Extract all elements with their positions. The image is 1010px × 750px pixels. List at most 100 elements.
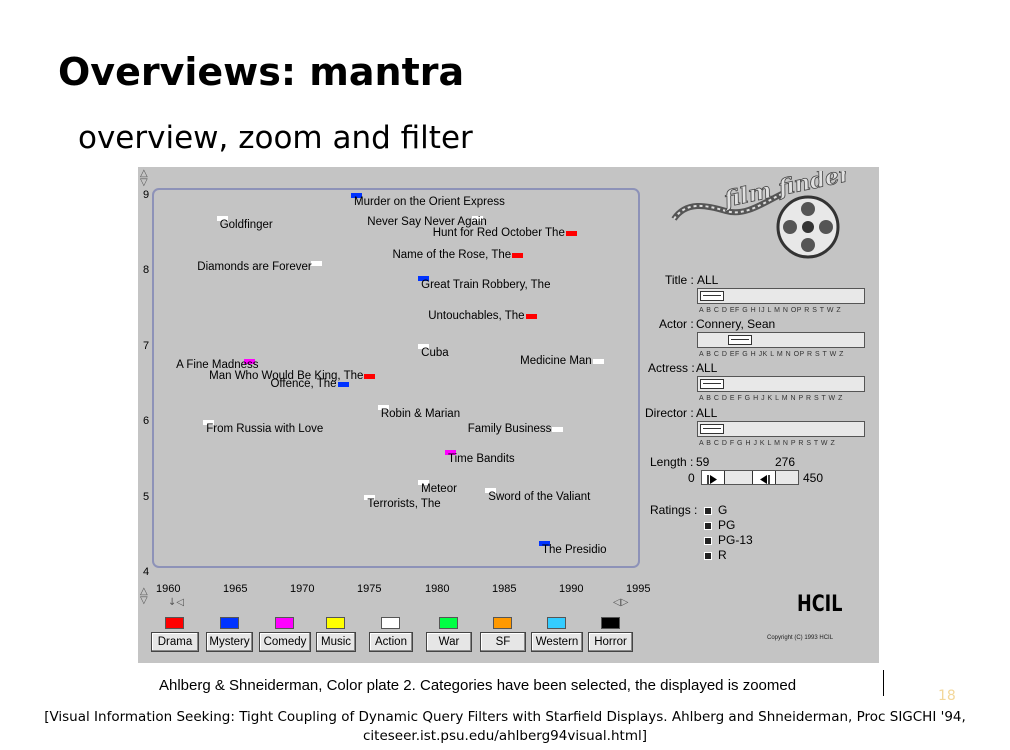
movie-mark[interactable] [203,419,215,425]
figure-caption: Ahlberg & Shneiderman, Color plate 2. Ca… [159,677,797,694]
checkbox-icon [704,536,712,545]
length-range-slider[interactable] [701,470,799,485]
movie-mark[interactable] [418,480,430,486]
movie-label: Terrorists, The [367,498,441,511]
copyright-text: Copyright (C) 1993 HCIL [767,635,834,641]
actress-slider[interactable] [697,376,865,392]
length-range-min: 0 [688,471,695,485]
movie-mark[interactable] [471,215,483,221]
checkbox-icon [704,521,712,530]
length-min-handle[interactable] [702,471,725,484]
length-range-max: 450 [803,471,824,485]
actress-filter-value: ALL [696,361,718,375]
movie-label: Medicine Man [520,355,592,368]
x-range-left-arrows[interactable]: ↓◁ [168,597,185,608]
citation-line: [Visual Information Seeking: Tight Coupl… [44,709,966,725]
genre-button-comedy[interactable]: Comedy [259,632,311,652]
actor-alphabet: A B C D EF G H JK L M N OP R S T W Z [699,351,844,358]
slide-subtitle: overview, zoom and filter [78,120,473,156]
filmfinder-logo: film finder [671,171,846,259]
director-slider[interactable] [697,421,865,437]
length-max-value: 276 [775,455,796,469]
genre-button-mystery[interactable]: Mystery [206,632,253,652]
movie-label: Meteor [421,483,457,496]
genre-button-horror[interactable]: Horror [588,632,633,652]
movie-mark[interactable] [418,344,430,350]
rating-checkbox-r[interactable]: R [704,548,727,562]
citation: [Visual Information Seeking: Tight Coupl… [0,708,1010,746]
movie-mark[interactable] [216,215,228,221]
x-tick-label: 1990 [559,583,584,595]
movie-mark[interactable] [525,313,537,319]
rating-label: G [718,503,728,517]
rating-checkbox-g[interactable]: G [704,503,727,517]
genre-button-western[interactable]: Western [531,632,583,652]
genre-button-action[interactable]: Action [369,632,413,652]
title-slider[interactable] [697,288,865,304]
actress-filter-label: Actress : [648,361,695,375]
length-filter-label: Length : [650,455,694,469]
genre-button-drama[interactable]: Drama [151,632,199,652]
y-tick-label: 4 [143,566,150,578]
length-max-handle[interactable] [752,471,776,484]
movie-mark[interactable] [552,427,564,433]
movie-label: Family Business [467,423,552,436]
x-tick-label: 1985 [492,583,517,595]
movie-mark[interactable] [539,540,550,546]
movie-label: Man Who Would Be King, The [209,370,364,383]
director-slider-thumb[interactable] [700,424,724,434]
length-min-value: 59 [696,455,710,469]
genre-swatch [493,617,512,629]
movie-mark[interactable] [364,495,376,501]
title-slider-thumb[interactable] [700,291,724,301]
genre-button-music[interactable]: Music [316,632,356,652]
actress-slider-thumb[interactable] [700,379,724,389]
movie-label: Hunt for Red October The [432,226,565,239]
movie-mark[interactable] [592,359,604,365]
movie-mark[interactable] [337,382,349,387]
movie-mark[interactable] [418,276,430,282]
x-tick-label: 1980 [425,583,450,595]
genre-swatch [600,617,620,629]
director-filter-value: ALL [696,406,718,420]
checkbox-icon [704,551,712,560]
starfield-display[interactable] [152,188,640,568]
rating-checkbox-pg13[interactable]: PG-13 [704,533,753,547]
genre-swatch [439,617,458,629]
actor-slider[interactable] [697,332,865,348]
movie-label: Goldfinger [219,218,273,231]
rating-checkbox-pg[interactable]: PG [704,518,735,532]
y-scroll-arrows-bottom[interactable]: △ ▽ [140,586,148,606]
rating-label: PG-13 [718,533,753,547]
director-alphabet: A B C D F G H J K L M N P R S T W Z [699,440,836,447]
movie-mark[interactable] [565,230,577,236]
genre-swatch [219,617,239,629]
hcil-logo: HCIL [797,592,843,617]
movie-label: Cuba [421,347,449,360]
x-range-right-arrows[interactable]: ◁▷ [613,597,629,608]
y-tick-label: 6 [143,415,150,427]
director-filter-label: Director : [645,406,694,420]
movie-mark[interactable] [364,374,376,380]
x-tick-label: 1995 [626,583,651,595]
y-scroll-arrows-top[interactable]: △ ▽ [140,168,148,188]
movie-mark[interactable] [310,261,322,267]
y-tick-label: 5 [143,491,150,503]
genre-button-sf[interactable]: SF [480,632,526,652]
movie-label: A Fine Madness [176,359,259,372]
movie-mark[interactable] [445,450,456,456]
citation-line: citeseer.ist.psu.edu/ahlberg94visual.htm… [363,728,647,744]
movie-mark[interactable] [512,253,524,259]
y-tick-label: 8 [143,264,150,276]
actor-filter-label: Actor : [659,317,694,331]
genre-swatch [326,617,345,629]
genre-button-war[interactable]: War [426,632,472,652]
movie-mark[interactable] [377,404,389,410]
movie-mark[interactable] [351,193,362,198]
movie-mark[interactable] [485,487,497,493]
movie-mark[interactable] [243,359,255,365]
actor-slider-thumb[interactable] [728,335,752,345]
movie-label: From Russia with Love [206,422,324,435]
ratings-filter-label: Ratings : [650,503,698,517]
movie-label: Murder on the Orient Express [354,196,505,208]
